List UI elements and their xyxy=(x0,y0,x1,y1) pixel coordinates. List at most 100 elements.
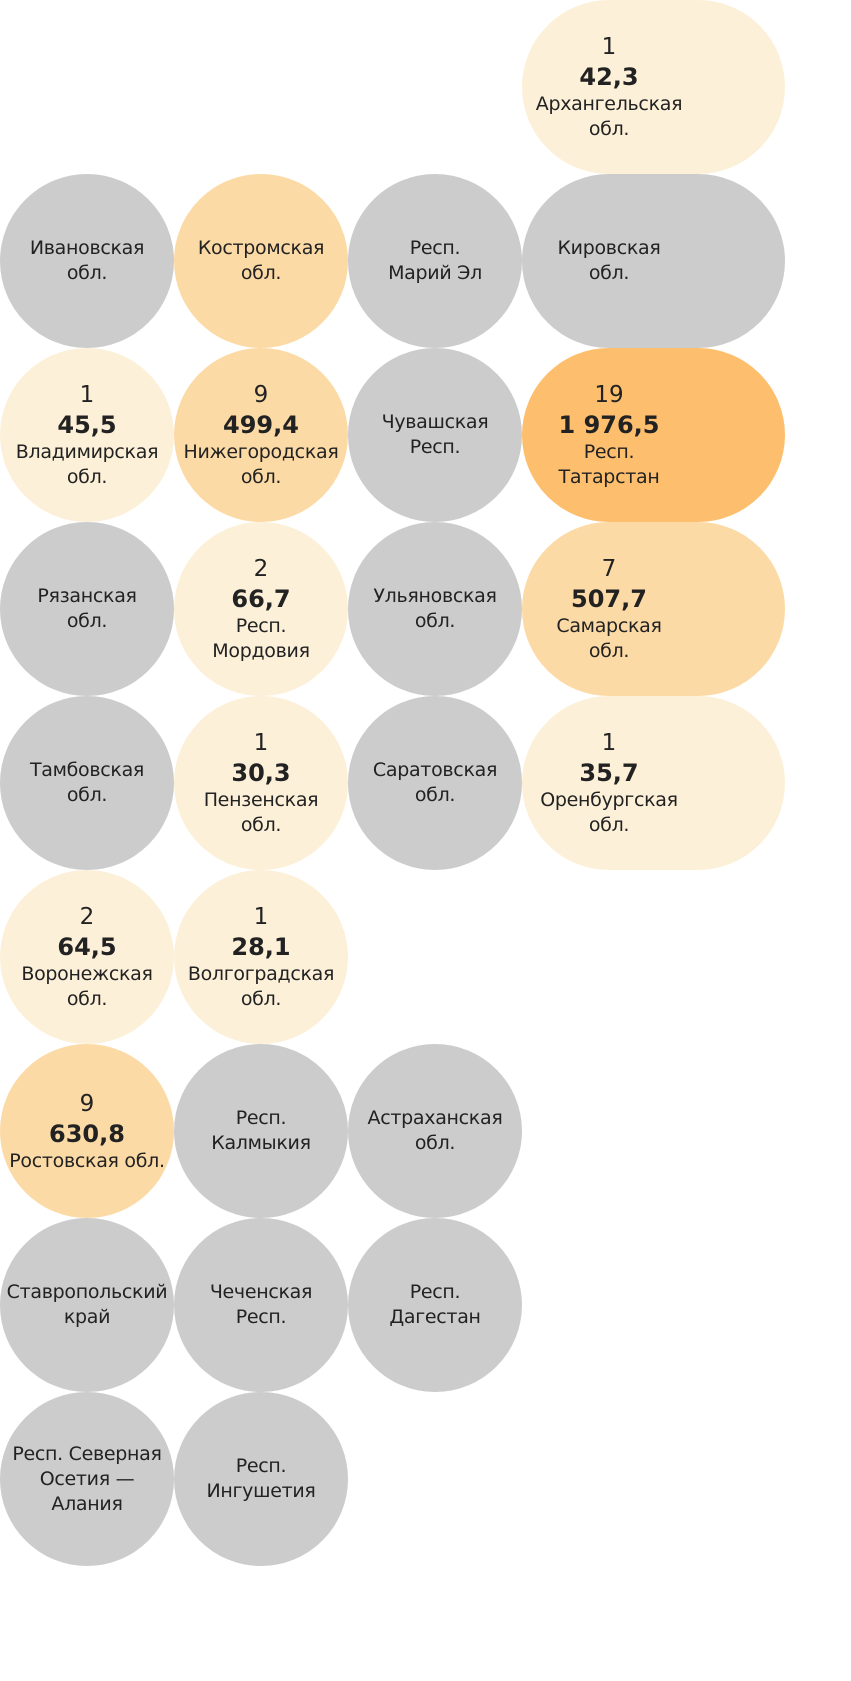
region-count: 9 xyxy=(79,1090,95,1117)
region-value: 35,7 xyxy=(579,759,639,787)
region-tile xyxy=(174,1392,348,1566)
region-name: Чувашская Респ. xyxy=(381,411,489,458)
region-count: 7 xyxy=(601,556,617,582)
region-value: 42,3 xyxy=(579,63,639,91)
region-name: Владимирская обл. xyxy=(15,441,159,488)
region-tile xyxy=(174,348,348,522)
region-label: Респ. Марий Эл xyxy=(348,174,522,348)
region-tile xyxy=(174,1044,348,1218)
region-name: Ростовская обл. xyxy=(9,1149,165,1172)
region-label: Респ. Дагестан xyxy=(348,1218,522,1392)
region-label: Ставропольский край xyxy=(0,1218,174,1392)
region-tile xyxy=(348,348,522,522)
region-name: Архангельская обл. xyxy=(535,93,683,140)
region-label: 1 28,1 Волгоградская обл. xyxy=(174,870,348,1044)
region-label: Респ. Калмыкия xyxy=(174,1044,348,1218)
region-tile xyxy=(174,696,348,870)
region-tile xyxy=(522,174,785,348)
region-tile xyxy=(0,1392,174,1566)
region-name: Тамбовская обл. xyxy=(29,759,145,806)
region-label: 1 45,5 Владимирская обл. xyxy=(0,348,174,522)
region-name: Ставропольский край xyxy=(6,1281,168,1328)
region-label: Тамбовская обл. xyxy=(0,696,174,870)
region-tile xyxy=(522,348,785,522)
region-value: 507,7 xyxy=(571,585,647,613)
region-tile xyxy=(522,0,785,174)
region-tile xyxy=(0,348,174,522)
region-name: Респ. Ингушетия xyxy=(206,1455,316,1502)
region-count: 1 xyxy=(253,730,269,756)
region-count: 1 xyxy=(253,904,269,930)
region-tile xyxy=(522,522,785,696)
region-tile xyxy=(348,1044,522,1218)
region-label: 9 630,8 Ростовская обл. xyxy=(0,1044,174,1218)
region-label: Чувашская Респ. xyxy=(348,348,522,522)
region-tile xyxy=(0,696,174,870)
region-value: 1 976,5 xyxy=(558,411,660,439)
region-name: Рязанская обл. xyxy=(37,585,137,632)
region-label: 2 64,5 Воронежская обл. xyxy=(0,870,174,1044)
region-tile xyxy=(348,174,522,348)
region-value: 66,7 xyxy=(231,585,291,613)
region-label: Кировская обл. xyxy=(522,174,696,348)
region-label: Ивановская обл. xyxy=(0,174,174,348)
region-tile xyxy=(174,174,348,348)
region-tile xyxy=(0,1218,174,1392)
region-tile xyxy=(348,696,522,870)
region-name: Кировская обл. xyxy=(557,237,661,284)
region-tile xyxy=(348,522,522,696)
region-count: 9 xyxy=(253,382,269,408)
region-label: 1 42,3 Архангельская обл. xyxy=(522,0,696,174)
region-label: Респ. Северная Осетия — Алания xyxy=(0,1392,174,1566)
region-label: 7 507,7 Самарская обл. xyxy=(522,522,696,696)
region-label: 1 35,7 Оренбургская обл. xyxy=(522,696,696,870)
region-label: Ульяновская обл. xyxy=(348,522,522,696)
region-label: Респ. Ингушетия xyxy=(174,1392,348,1566)
region-name: Самарская обл. xyxy=(556,615,662,662)
region-name: Астраханская обл. xyxy=(367,1107,503,1154)
region-tile xyxy=(174,1218,348,1392)
region-label: Астраханская обл. xyxy=(348,1044,522,1218)
region-name: Оренбургская обл. xyxy=(540,789,678,836)
region-tile xyxy=(0,870,174,1044)
region-tile xyxy=(0,522,174,696)
region-name: Ульяновская обл. xyxy=(373,585,497,632)
region-tile xyxy=(0,174,174,348)
region-tile xyxy=(174,870,348,1044)
region-count: 19 xyxy=(594,382,624,408)
region-name: Респ. Мордовия xyxy=(212,615,310,662)
region-value: 45,5 xyxy=(57,411,117,439)
region-tile xyxy=(522,696,785,870)
region-name: Саратовская обл. xyxy=(372,759,498,806)
region-name: Респ. Калмыкия xyxy=(211,1107,311,1154)
region-label: 1 30,3 Пензенская обл. xyxy=(174,696,348,870)
region-label: Чеченская Респ. xyxy=(174,1218,348,1392)
region-name: Респ. Северная Осетия — Алания xyxy=(12,1442,162,1515)
region-tile xyxy=(348,1218,522,1392)
region-name: Респ. Татарстан xyxy=(558,441,660,488)
region-count: 1 xyxy=(601,34,617,60)
region-name: Чеченская Респ. xyxy=(209,1281,313,1328)
region-value: 630,8 xyxy=(49,1119,125,1148)
region-count: 2 xyxy=(253,556,269,582)
region-label: Рязанская обл. xyxy=(0,522,174,696)
region-count: 1 xyxy=(79,382,95,408)
region-label: Саратовская обл. xyxy=(348,696,522,870)
region-label: 2 66,7 Респ. Мордовия xyxy=(174,522,348,696)
region-name: Ивановская обл. xyxy=(29,237,145,284)
region-value: 64,5 xyxy=(57,933,117,961)
region-value: 499,4 xyxy=(223,411,299,439)
region-value: 30,3 xyxy=(231,759,291,787)
region-value: 28,1 xyxy=(231,933,291,961)
region-label: Костромская обл. xyxy=(174,174,348,348)
region-tile xyxy=(174,522,348,696)
region-count: 2 xyxy=(79,904,95,930)
region-name: Пензенская обл. xyxy=(203,789,319,836)
region-name: Нижегородская обл. xyxy=(183,441,339,488)
region-name: Респ. Марий Эл xyxy=(388,237,482,284)
region-label: 9 499,4 Нижегородская обл. xyxy=(174,348,348,522)
region-name: Респ. Дагестан xyxy=(389,1281,481,1328)
region-name: Костромская обл. xyxy=(197,237,325,284)
region-count: 1 xyxy=(601,730,617,756)
